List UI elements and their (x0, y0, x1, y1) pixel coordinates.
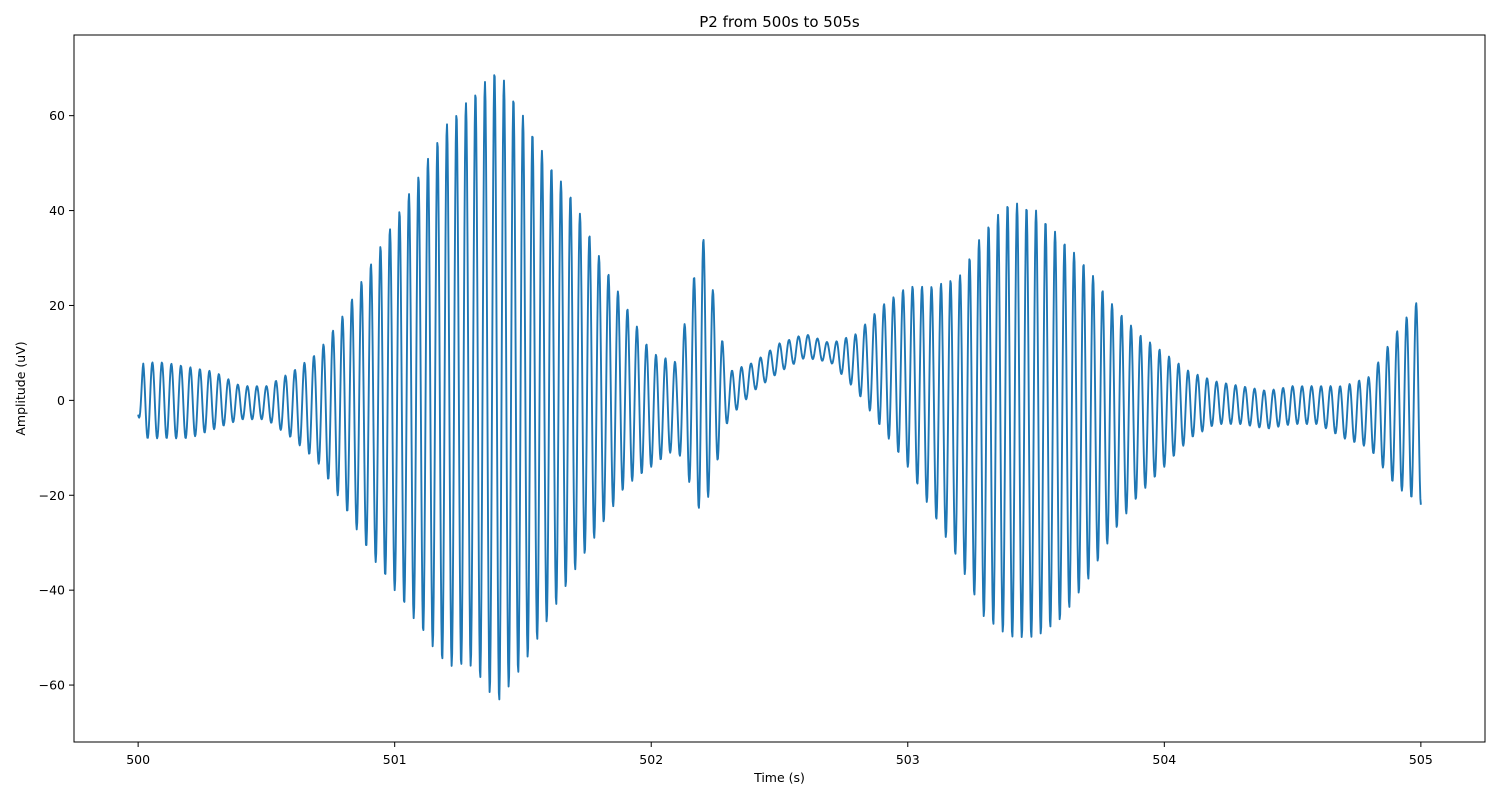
y-axis: −60 −40 −20 0 20 40 60 (39, 108, 74, 693)
x-tick-label: 501 (383, 752, 407, 767)
axes-frame (73, 34, 1486, 743)
x-tick-label: 505 (1409, 752, 1433, 767)
signal-line (137, 74, 1422, 701)
plot-area (137, 74, 1422, 701)
y-tick-label: 20 (49, 298, 65, 313)
x-axis: 500 501 502 503 504 505 (126, 742, 1433, 767)
y-tick-label: 0 (57, 393, 65, 408)
chart-title: P2 from 500s to 505s (699, 13, 860, 31)
y-tick-label: 60 (49, 108, 65, 123)
y-tick-label: −60 (39, 678, 65, 693)
x-axis-label: Time (s) (753, 770, 805, 785)
x-tick-label: 502 (639, 752, 663, 767)
x-tick-label: 503 (896, 752, 920, 767)
y-tick-label: 40 (49, 203, 65, 218)
x-tick-label: 504 (1152, 752, 1176, 767)
y-axis-label: Amplitude (uV) (13, 341, 28, 435)
x-tick-label: 500 (126, 752, 150, 767)
y-tick-label: −20 (39, 488, 65, 503)
y-tick-label: −40 (39, 583, 65, 598)
